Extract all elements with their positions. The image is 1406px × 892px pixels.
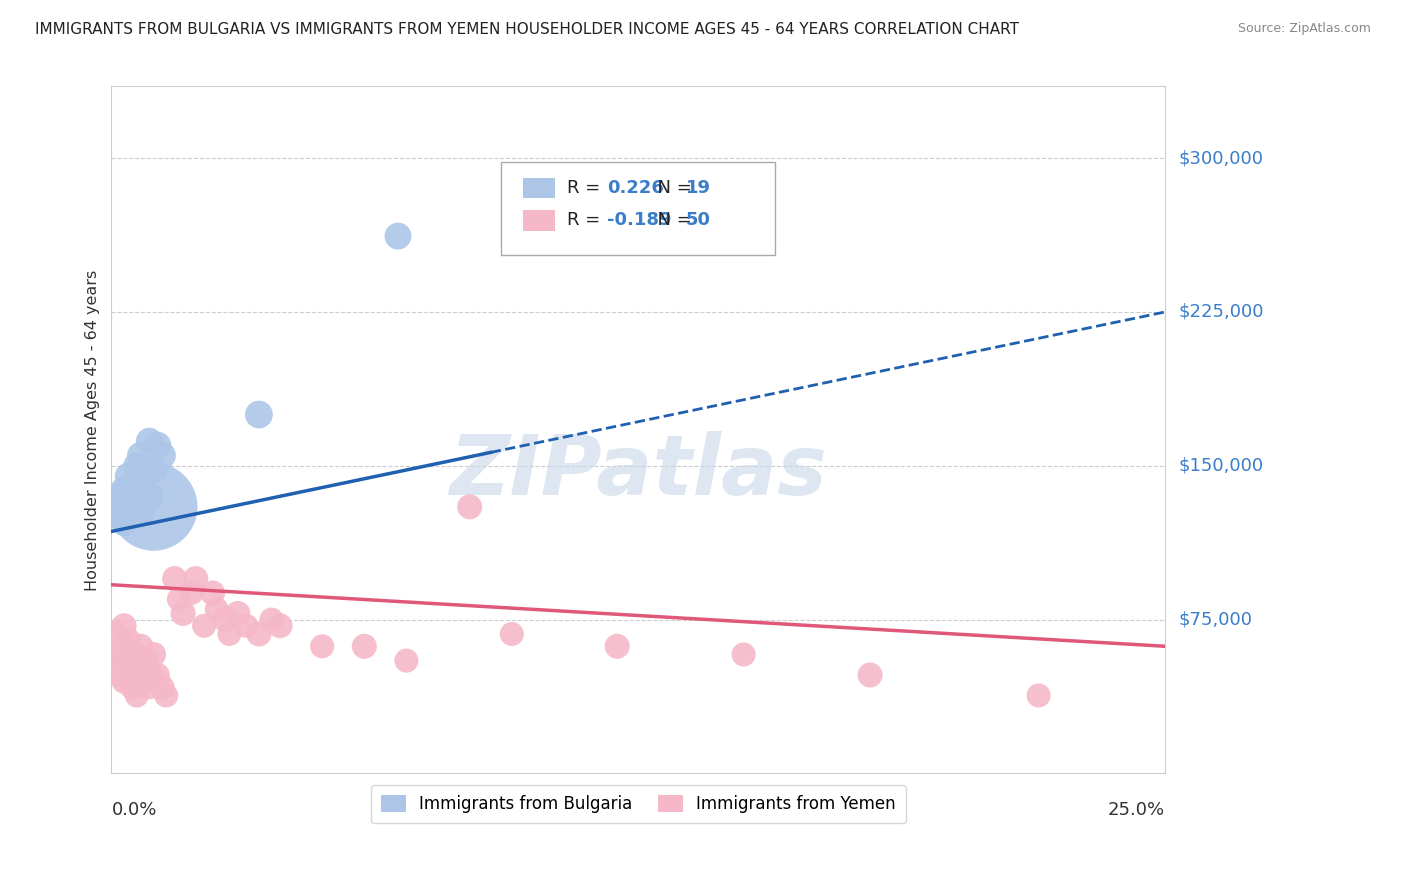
Point <box>235 619 257 633</box>
Text: 0.226: 0.226 <box>606 179 664 197</box>
Point <box>733 648 755 662</box>
Point <box>125 689 148 703</box>
Text: $150,000: $150,000 <box>1180 457 1264 475</box>
Point <box>353 640 375 654</box>
FancyBboxPatch shape <box>523 178 555 198</box>
Legend: Immigrants from Bulgaria, Immigrants from Yemen: Immigrants from Bulgaria, Immigrants fro… <box>371 785 905 823</box>
Point <box>138 664 160 678</box>
Point <box>104 504 127 518</box>
Point <box>163 572 186 586</box>
Point <box>129 664 152 678</box>
Point <box>142 500 165 514</box>
Point <box>125 458 148 473</box>
Text: N =: N = <box>645 179 697 197</box>
Y-axis label: Householder Income Ages 45 - 64 years: Householder Income Ages 45 - 64 years <box>86 269 100 591</box>
Point <box>269 619 291 633</box>
Point <box>108 490 131 504</box>
Point <box>226 607 249 621</box>
Point <box>193 619 215 633</box>
Point <box>121 479 143 493</box>
Point <box>247 627 270 641</box>
Point <box>104 654 127 668</box>
Text: $75,000: $75,000 <box>1180 611 1253 629</box>
Point <box>121 681 143 695</box>
Point <box>395 654 418 668</box>
Point <box>129 640 152 654</box>
Point <box>859 668 882 682</box>
Point <box>121 660 143 674</box>
Point <box>104 627 127 641</box>
Point <box>112 674 135 689</box>
Text: 50: 50 <box>686 211 710 229</box>
Point <box>134 674 156 689</box>
Point <box>138 434 160 449</box>
Point <box>121 643 143 657</box>
Point <box>117 654 139 668</box>
Point <box>134 469 156 483</box>
Point <box>112 516 135 531</box>
Point <box>134 654 156 668</box>
Text: Source: ZipAtlas.com: Source: ZipAtlas.com <box>1237 22 1371 36</box>
Point <box>117 668 139 682</box>
Point <box>125 674 148 689</box>
FancyBboxPatch shape <box>502 162 775 255</box>
Text: 25.0%: 25.0% <box>1108 801 1166 819</box>
Point <box>214 613 236 627</box>
Point <box>606 640 628 654</box>
Point <box>121 496 143 510</box>
Point <box>108 648 131 662</box>
FancyBboxPatch shape <box>523 210 555 231</box>
Point <box>112 483 135 498</box>
Point <box>184 572 207 586</box>
Text: R =: R = <box>567 179 606 197</box>
Text: IMMIGRANTS FROM BULGARIA VS IMMIGRANTS FROM YEMEN HOUSEHOLDER INCOME AGES 45 - 6: IMMIGRANTS FROM BULGARIA VS IMMIGRANTS F… <box>35 22 1019 37</box>
Text: R =: R = <box>567 211 606 229</box>
Point <box>146 668 169 682</box>
Point <box>167 592 190 607</box>
Point <box>155 689 177 703</box>
Point <box>142 463 165 477</box>
Point <box>201 586 224 600</box>
Point <box>458 500 481 514</box>
Point <box>138 490 160 504</box>
Point <box>142 648 165 662</box>
Point <box>125 654 148 668</box>
Text: ZIPatlas: ZIPatlas <box>450 431 827 512</box>
Point <box>112 640 135 654</box>
Text: -0.189: -0.189 <box>606 211 671 229</box>
Point <box>129 449 152 463</box>
Text: 19: 19 <box>686 179 710 197</box>
Point <box>129 504 152 518</box>
Point <box>387 229 409 244</box>
Point <box>117 469 139 483</box>
Point <box>218 627 240 641</box>
Text: N =: N = <box>645 211 697 229</box>
Text: $300,000: $300,000 <box>1180 149 1264 167</box>
Point <box>311 640 333 654</box>
Point <box>117 633 139 648</box>
Text: 0.0%: 0.0% <box>111 801 157 819</box>
Point <box>108 668 131 682</box>
Point <box>180 586 202 600</box>
Point <box>260 613 283 627</box>
Text: $225,000: $225,000 <box>1180 303 1264 321</box>
Point <box>501 627 523 641</box>
Point <box>205 602 228 616</box>
Point <box>1028 689 1050 703</box>
Point <box>138 681 160 695</box>
Point <box>146 438 169 452</box>
Point <box>150 681 173 695</box>
Point <box>150 449 173 463</box>
Point <box>247 408 270 422</box>
Point <box>112 619 135 633</box>
Point <box>172 607 194 621</box>
